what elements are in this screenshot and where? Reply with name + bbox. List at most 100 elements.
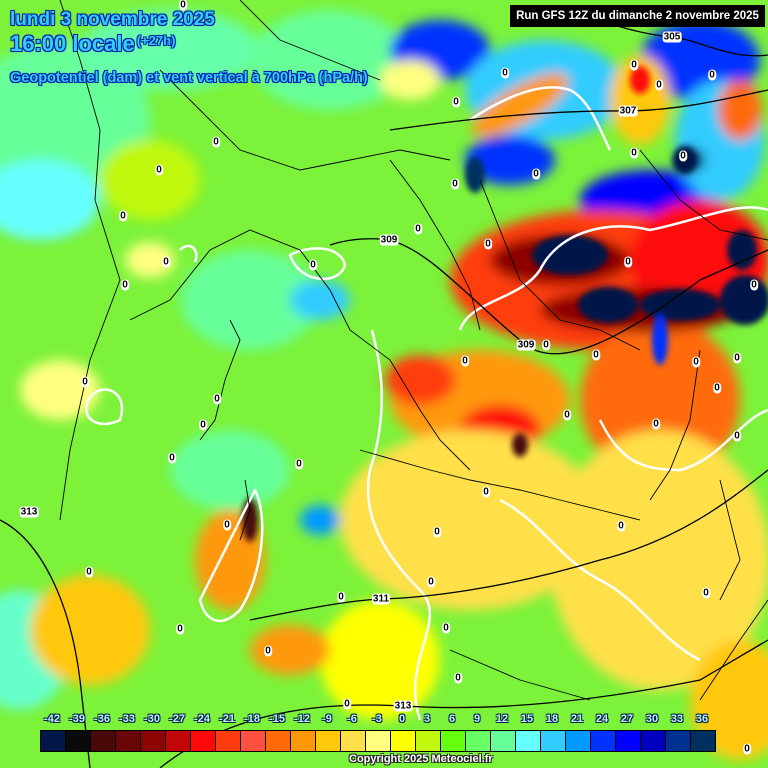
colorbar-labels: -42 -39 -36 -33 -30 -27 -24 -21 -18 -15 -12 -9 -6 -3 0…	[40, 713, 720, 727]
zero-contour-label: 0	[452, 96, 460, 108]
colorbar-tick-label: 12	[495, 713, 509, 725]
colorbar-swatch	[391, 731, 416, 751]
colorbar-tick-label: 30	[645, 713, 659, 725]
zero-contour-label: 0	[501, 67, 509, 79]
zero-contour-label: 0	[617, 520, 625, 532]
colorbar-swatch	[291, 731, 316, 751]
zero-contour-label: 0	[176, 623, 184, 635]
colorbar-swatch	[91, 731, 116, 751]
colorbar-swatch	[566, 731, 591, 751]
colorbar-swatch	[166, 731, 191, 751]
colorbar-tick-label: -15	[269, 713, 285, 725]
zero-contour-label: 0	[733, 352, 741, 364]
zero-contour-label: 0	[85, 566, 93, 578]
geopotential-label: 305	[662, 31, 682, 43]
colorbar-swatch	[541, 731, 566, 751]
colorbar-tick-label: -3	[372, 713, 382, 725]
zero-contour-label: 0	[484, 238, 492, 250]
geopotential-label: 313	[19, 506, 39, 518]
colorbar-tick-label: 9	[473, 713, 481, 725]
zero-contour-label: 0	[442, 622, 450, 634]
colorbar-swatch	[516, 731, 541, 751]
zero-contour-label: 0	[119, 210, 127, 222]
colorbar-swatch	[491, 731, 516, 751]
zero-contour-label: 0	[81, 376, 89, 388]
colorbar	[40, 730, 716, 752]
zero-contour-label: 0	[624, 256, 632, 268]
copyright-text: Copyright 2025 Meteociel.fr	[349, 753, 493, 765]
colorbar-swatch	[641, 731, 666, 751]
colorbar-tick-label: -27	[169, 713, 185, 725]
colorbar-tick-label: 0	[398, 713, 406, 725]
geopotential-label: 311	[371, 593, 391, 605]
colorbar-tick-label: -39	[69, 713, 85, 725]
colorbar-swatch	[616, 731, 641, 751]
zero-contour-label: 0	[630, 59, 638, 71]
forecast-date: lundi 3 novembre 2025	[10, 9, 215, 30]
colorbar-tick-label: 6	[448, 713, 456, 725]
zero-contour-label: 0	[532, 168, 540, 180]
zero-contour-label: 0	[461, 355, 469, 367]
colorbar-swatch	[341, 731, 366, 751]
colorbar-swatch	[241, 731, 266, 751]
colorbar-tick-label: -12	[294, 713, 310, 725]
zero-contour-label: 0	[199, 419, 207, 431]
colorbar-tick-label: 21	[570, 713, 584, 725]
zero-contour-label: 0	[155, 164, 163, 176]
colorbar-swatch	[41, 731, 66, 751]
zero-contour-label: 0	[563, 409, 571, 421]
colorbar-tick-label: 27	[620, 713, 634, 725]
zero-contour-label: 0	[482, 486, 490, 498]
zero-contour-label: 0	[592, 349, 600, 361]
zero-contour-label: 0	[264, 645, 272, 657]
zero-contour-label: 0	[337, 591, 345, 603]
geopotential-label: 307	[618, 105, 638, 117]
zero-contour-label: 0	[692, 356, 700, 368]
colorbar-tick-label: 15	[520, 713, 534, 725]
colorbar-tick-label: -9	[322, 713, 332, 725]
colorbar-tick-label: 36	[695, 713, 709, 725]
zero-contour-label: 0	[652, 418, 660, 430]
colorbar-swatch	[691, 731, 715, 751]
zero-contour-label: 0	[433, 526, 441, 538]
zero-contour-label: 0	[713, 382, 721, 394]
zero-contour-label: 0	[168, 452, 176, 464]
colorbar-swatch	[666, 731, 691, 751]
zero-contour-label: 0	[179, 0, 187, 11]
parameter-title: Geopotentiel (dam) et vent vertical à 70…	[10, 70, 368, 86]
colorbar-tick-label: 18	[545, 713, 559, 725]
zero-contour-label: 0	[702, 587, 710, 599]
colorbar-tick-label: -33	[119, 713, 135, 725]
zero-contour-label: 0	[309, 259, 317, 271]
colorbar-swatch	[141, 731, 166, 751]
zero-contour-label: 0	[427, 576, 435, 588]
colorbar-tick-label: 3	[423, 713, 431, 725]
colorbar-swatch	[591, 731, 616, 751]
colorbar-tick-label: -21	[219, 713, 235, 725]
zero-contour-label: 0	[454, 672, 462, 684]
colorbar-swatch	[416, 731, 441, 751]
zero-contour-label: 0	[121, 279, 129, 291]
colorbar-tick-label: 33	[670, 713, 684, 725]
run-info-badge: Run GFS 12Z du dimanche 2 novembre 2025	[510, 5, 765, 27]
geopotential-label: 309	[379, 234, 399, 246]
colorbar-swatch	[441, 731, 466, 751]
zero-contour-label: 0	[743, 743, 751, 755]
zero-contour-label: 0	[679, 150, 687, 162]
colorbar-swatch	[316, 731, 341, 751]
colorbar-tick-label: -30	[144, 713, 160, 725]
colorbar-tick-label: 24	[595, 713, 609, 725]
zero-contour-label: 0	[213, 393, 221, 405]
forecast-time: 16:00 locale (+27h)	[10, 31, 175, 57]
colorbar-tick-label: -24	[194, 713, 210, 725]
zero-contour-label: 0	[212, 136, 220, 148]
colorbar-swatch	[216, 731, 241, 751]
lead-time: (+27h)	[136, 33, 176, 48]
zero-contour-label: 0	[655, 79, 663, 91]
geopotential-label: 309	[516, 339, 536, 351]
colorbar-swatch	[366, 731, 391, 751]
zero-contour-label: 0	[451, 178, 459, 190]
zero-contour-label: 0	[750, 279, 758, 291]
